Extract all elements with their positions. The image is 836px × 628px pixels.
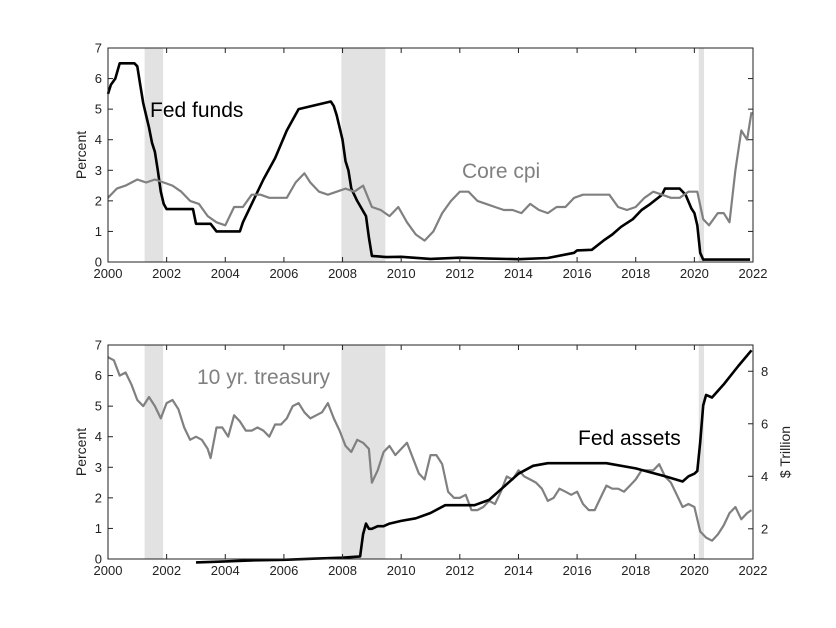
plot-frame-bottom — [107, 344, 754, 560]
recession-band-2 — [341, 345, 386, 559]
y-axis-label-top: Percent — [73, 131, 89, 179]
recession-shading-top — [144, 48, 705, 262]
x-tick-label: 2004 — [211, 266, 240, 281]
recession-band-3 — [698, 345, 705, 559]
x-ticks-top: 2000 2002 2004 2006 2008 2010 2012 2014 2016 2018… — [94, 48, 768, 281]
y-tick-label: 3 — [95, 460, 102, 475]
x-tick-label: 2000 — [94, 563, 123, 578]
y-tick-label: 5 — [95, 399, 102, 414]
y-tick-label: 1 — [95, 224, 102, 239]
y-tick-label: 5 — [95, 102, 102, 117]
x-tick-label: 2022 — [739, 563, 768, 578]
y-tick-label: 6 — [95, 368, 102, 383]
y-tick-label: 7 — [95, 41, 102, 56]
y-tick-label: 4 — [95, 429, 102, 444]
x-tick-label: 2006 — [269, 563, 298, 578]
y-tick-label: 1 — [95, 521, 102, 536]
x-tick-label: 2002 — [152, 266, 181, 281]
series-layer-top — [106, 61, 753, 261]
series-fed-assets — [195, 349, 753, 564]
panel-top: 2000 2002 2004 2006 2008 2010 2012 2014 2016 2018… — [73, 41, 767, 282]
series-fed-funds — [106, 61, 751, 261]
y-right-tick-label: 4 — [761, 469, 768, 484]
x-tick-label: 2004 — [211, 563, 240, 578]
y-right-tick-label: 6 — [761, 416, 768, 431]
y-tick-label: 2 — [95, 193, 102, 208]
x-tick-label: 2008 — [328, 563, 357, 578]
x-tick-label: 2000 — [94, 266, 123, 281]
label-core-cpi: Core cpi — [462, 160, 540, 183]
y-ticks-top: 0 1 2 3 4 5 6 7 — [95, 41, 753, 270]
plot-frame-top — [107, 47, 754, 263]
y-right-tick-label: 8 — [761, 364, 768, 379]
recession-band-1 — [144, 345, 164, 559]
x-tick-label: 2022 — [739, 266, 768, 281]
label-fed-funds: Fed funds — [150, 99, 243, 122]
y-ticks-right-bottom: 2 4 6 8 — [748, 364, 768, 536]
series-core-cpi — [107, 112, 753, 242]
recession-band-1 — [144, 48, 164, 262]
x-tick-label: 2010 — [387, 266, 416, 281]
x-tick-label: 2008 — [328, 266, 357, 281]
panel-bottom: 2000 2002 2004 2006 2008 2010 2012 2014 2016 2018… — [73, 338, 793, 579]
y-tick-label: 0 — [95, 552, 102, 567]
y-tick-label: 0 — [95, 255, 102, 270]
x-tick-label: 2016 — [563, 266, 592, 281]
y-tick-label: 4 — [95, 132, 102, 147]
y-tick-label: 6 — [95, 71, 102, 86]
recession-band-2 — [341, 48, 386, 262]
x-tick-label: 2006 — [269, 266, 298, 281]
recession-band-3 — [698, 48, 705, 262]
label-fed-assets: Fed assets — [578, 427, 681, 450]
x-tick-label: 2018 — [621, 563, 650, 578]
x-tick-label: 2014 — [504, 563, 533, 578]
label-10yr-treasury: 10 yr. treasury — [197, 366, 331, 389]
y-tick-label: 3 — [95, 163, 102, 178]
x-tick-label: 2020 — [680, 266, 709, 281]
y-right-tick-label: 2 — [761, 521, 768, 536]
x-tick-label: 2012 — [445, 563, 474, 578]
y-axis-label-right-bottom: $ Trillion — [777, 426, 793, 478]
x-tick-label: 2014 — [504, 266, 533, 281]
x-tick-label: 2018 — [621, 266, 650, 281]
x-tick-label: 2016 — [563, 563, 592, 578]
x-ticks-bottom: 2000 2002 2004 2006 2008 2010 2012 2014 2016 2018… — [94, 345, 768, 578]
y-tick-label: 2 — [95, 490, 102, 505]
y-ticks-bottom: 0 1 2 3 4 5 6 7 — [95, 338, 113, 567]
x-tick-label: 2020 — [680, 563, 709, 578]
series-layer-bottom — [107, 349, 753, 564]
x-tick-label: 2002 — [152, 563, 181, 578]
y-tick-label: 7 — [95, 338, 102, 353]
x-tick-label: 2010 — [387, 563, 416, 578]
y-axis-label-bottom: Percent — [73, 428, 89, 476]
x-tick-label: 2012 — [445, 266, 474, 281]
